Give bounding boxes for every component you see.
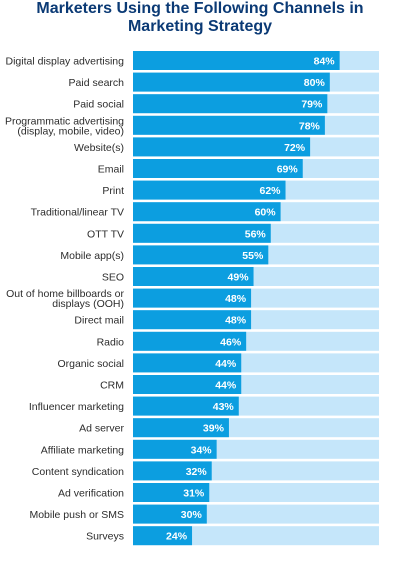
bar [133, 94, 328, 114]
category-label: Out of home billboards or displays (OOH) [6, 288, 124, 310]
category-label: Mobile app(s) [60, 250, 124, 262]
bar-value-label: 34% [191, 444, 213, 456]
bar-value-label: 62% [260, 185, 282, 197]
bar [133, 180, 286, 200]
category-label: OTT TV [87, 228, 124, 240]
category-label: Organic social [57, 358, 124, 370]
category-label: Content syndication [32, 466, 124, 478]
category-label: Digital display advertising [6, 56, 125, 68]
bar [133, 115, 325, 135]
bar-value-label: 44% [215, 380, 237, 392]
bar-value-label: 31% [183, 488, 205, 500]
category-label: Affiliate marketing [41, 444, 124, 456]
category-label: Ad server [79, 423, 124, 435]
bar [133, 396, 239, 416]
category-label: Ad verification [58, 488, 124, 500]
category-label: Email [98, 164, 124, 176]
bar-value-label: 78% [299, 120, 321, 132]
bar [133, 526, 193, 546]
category-label: Mobile push or SMS [29, 509, 124, 521]
category-label: Surveys [86, 531, 124, 543]
bar-value-label: 30% [181, 509, 203, 521]
category-label: Traditional/linear TV [31, 207, 124, 219]
bar [133, 461, 212, 481]
bar [133, 310, 252, 330]
bar [133, 137, 311, 157]
bar [133, 267, 254, 286]
bar-value-label: 79% [301, 99, 323, 111]
bar [133, 353, 242, 373]
bar [133, 159, 303, 178]
bar [133, 331, 247, 351]
category-label: SEO [102, 272, 124, 284]
bar-value-label: 43% [213, 401, 235, 413]
chart-title: Marketers Using the Following Channels i… [36, 0, 364, 35]
category-label: Website(s) [74, 142, 124, 154]
bar-value-label: 48% [225, 293, 247, 305]
bar-value-label: 24% [166, 531, 188, 543]
category-label: Paid social [73, 99, 124, 111]
category-label: Paid search [69, 77, 125, 89]
bar-value-label: 39% [203, 423, 225, 435]
bar [133, 375, 242, 394]
category-label: CRM [100, 380, 124, 392]
bar-value-label: 46% [220, 336, 242, 348]
bar [133, 418, 229, 438]
category-label: Direct mail [74, 315, 124, 327]
category-label: Radio [97, 336, 125, 348]
bar-value-label: 72% [284, 142, 306, 154]
bar [133, 223, 271, 243]
bar-track [133, 526, 379, 546]
bar-value-label: 84% [314, 56, 336, 68]
bar [133, 288, 252, 308]
bar-value-label: 48% [225, 315, 247, 327]
bar-value-label: 55% [242, 250, 264, 262]
bar [133, 439, 217, 459]
bar [133, 202, 281, 222]
bar [133, 245, 269, 265]
bar-value-label: 44% [215, 358, 237, 370]
bar-value-label: 56% [245, 228, 267, 240]
category-label: Influencer marketing [29, 401, 124, 413]
category-label: Programmatic advertising (display, mobile… [5, 115, 124, 137]
bar-value-label: 49% [228, 272, 250, 284]
bar [133, 72, 330, 92]
bar-value-label: 80% [304, 77, 326, 89]
bar-value-label: 60% [255, 207, 277, 219]
bar-value-label: 69% [277, 164, 299, 176]
bar-value-label: 32% [186, 466, 208, 478]
bar [133, 51, 340, 70]
category-label: Print [102, 185, 124, 197]
bar [133, 504, 207, 524]
bar [133, 483, 210, 502]
